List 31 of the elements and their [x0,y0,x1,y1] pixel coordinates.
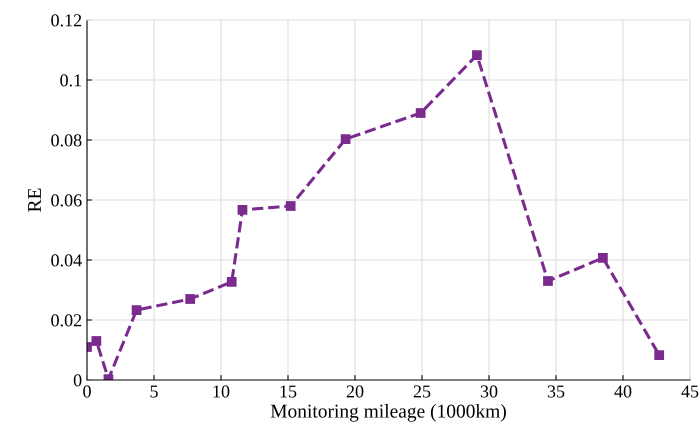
y-tick-label: 0.06 [51,194,82,207]
x-axis-title: Monitoring mileage (1000km) [270,404,506,422]
x-tick-label: 30 [480,385,498,398]
point [238,205,248,215]
x-tick-label: 45 [681,386,698,398]
x-tick-label: 25 [414,385,430,398]
point [340,134,350,144]
x-tick-label: 0 [83,385,91,398]
y-tick-label: 0.02 [51,314,82,327]
point [132,305,142,315]
point [654,350,664,360]
x-tick-label: 40 [614,385,632,398]
y-tick-label: 0.1 [60,74,82,87]
point [416,108,426,118]
point [226,277,237,287]
y-axis-title: RE [28,188,41,212]
x-tick-label: 20 [346,385,364,398]
y-tick-label: 0 [74,374,82,386]
point [92,336,102,346]
point [185,294,196,304]
point [286,201,296,211]
x-tick-label: 15 [280,385,296,398]
x-tick-label: 35 [548,385,564,398]
x-tick-label: 5 [150,386,158,398]
x-tick-label: 10 [214,385,230,398]
y-tick-label: 0.12 [51,14,82,27]
point [598,253,608,263]
y-tick-label: 0.08 [51,134,82,147]
point [472,50,482,60]
point [543,276,553,286]
y-tick-label: 0.04 [51,254,82,267]
